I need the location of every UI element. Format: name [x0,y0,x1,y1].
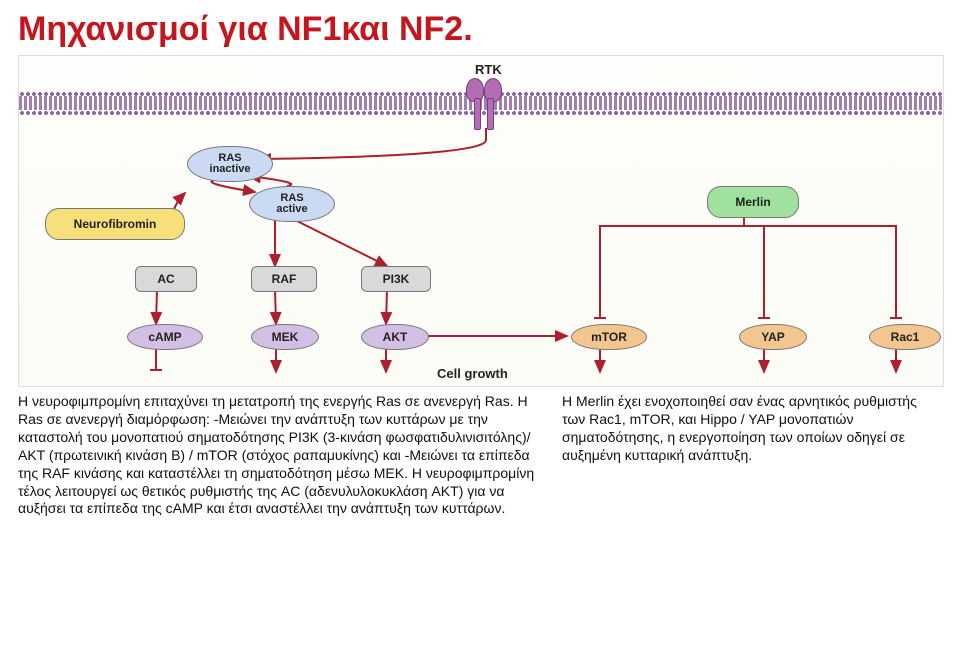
text-right-col: Η Merlin έχει ενοχοποιηθεί σαν ένας αρνη… [562,393,932,518]
pathway-diagram: RTK Cell growth NeurofibrominRASinactive… [18,55,944,387]
node-ac: AC [135,266,197,292]
text-columns: Η νευροφιμπρομίνη επιταχύνει τη μετατροπ… [18,393,942,518]
node-rac1: Rac1 [869,324,941,350]
rtk-receptor-icon [462,78,506,128]
page-title: Μηχανισμοί για NF1και NF2. [18,10,942,49]
node-ras_inactive: RASinactive [187,146,273,182]
node-yap: YAP [739,324,807,350]
cell-growth-label: Cell growth [437,366,508,381]
text-left-col: Η νευροφιμπρομίνη επιταχύνει τη μετατροπ… [18,393,538,518]
node-akt: AKT [361,324,429,350]
rtk-label: RTK [475,62,502,77]
node-mtor: mTOR [571,324,647,350]
node-raf: RAF [251,266,317,292]
node-merlin: Merlin [707,186,799,218]
node-ras_active: RASactive [249,186,335,222]
node-camp: cAMP [127,324,203,350]
node-mek: MEK [251,324,319,350]
text-right: Η Merlin έχει ενοχοποιηθεί σαν ένας αρνη… [562,393,932,465]
text-left: Η νευροφιμπρομίνη επιταχύνει τη μετατροπ… [18,393,538,518]
node-neurofibromin: Neurofibromin [45,208,185,240]
node-pi3k: PI3K [361,266,431,292]
